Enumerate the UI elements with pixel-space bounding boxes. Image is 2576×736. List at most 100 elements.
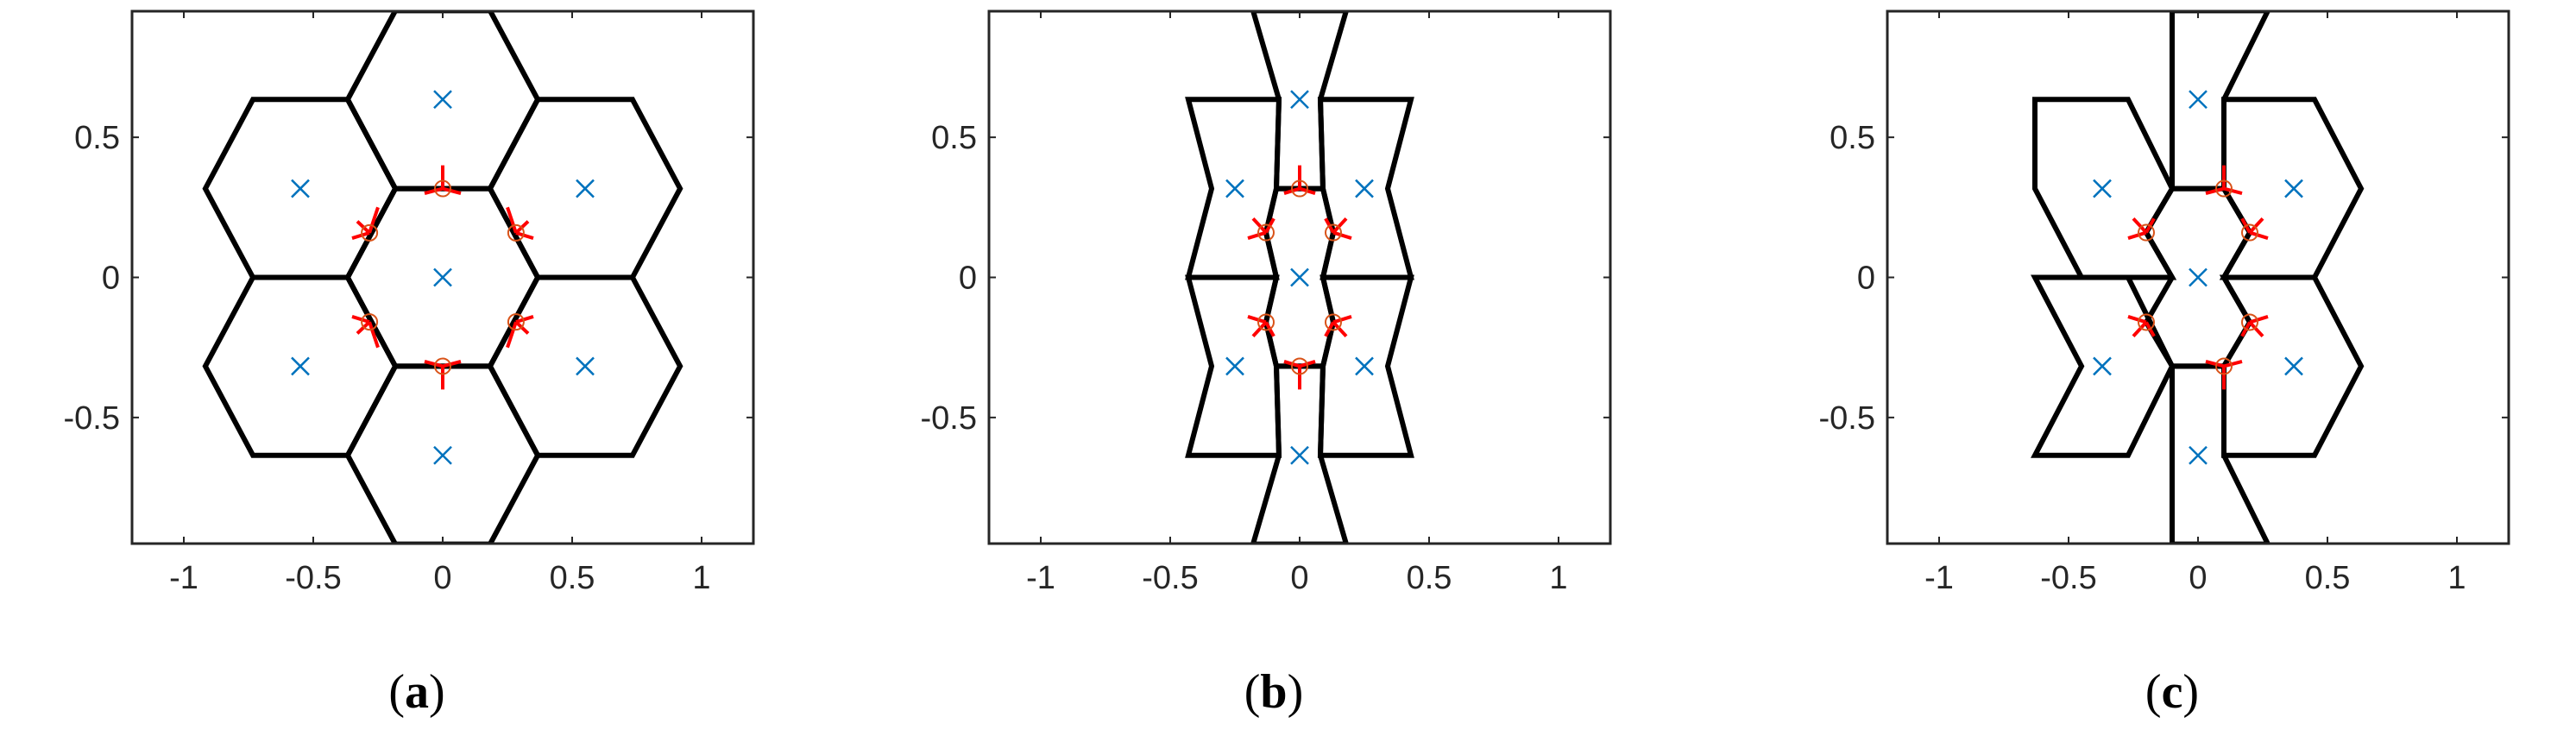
voronoi-cell xyxy=(2031,274,2176,458)
vertex-spoke xyxy=(2223,359,2243,368)
x-tick-label: 0.5 xyxy=(2305,560,2351,596)
vertex-spoke xyxy=(1247,230,1267,240)
x-tick-label: 1 xyxy=(692,560,710,596)
seed-marker xyxy=(2189,445,2208,465)
x-tick-label: 0 xyxy=(433,560,451,596)
caption-letter: b xyxy=(1260,665,1287,719)
seed-cross-stroke xyxy=(2093,356,2112,376)
seed-marker xyxy=(2189,267,2208,287)
seed-marker xyxy=(433,90,452,110)
seed-cross-stroke xyxy=(576,356,595,376)
seed-cross-stroke xyxy=(433,445,452,465)
vertex-marker xyxy=(2138,223,2155,242)
vertex-marker xyxy=(361,223,379,242)
vertex-spoke xyxy=(2205,186,2225,196)
caption-open-paren: ( xyxy=(2145,665,2162,719)
vertex-marker xyxy=(1291,179,1308,198)
vertex-marker xyxy=(1291,357,1308,375)
vertex-marker xyxy=(434,179,451,198)
x-tick-label: -0.5 xyxy=(2040,560,2096,596)
seed-marker xyxy=(1225,356,1244,376)
x-tick-label: 0 xyxy=(2189,560,2207,596)
caption-letter: a xyxy=(405,665,429,719)
seed-marker xyxy=(2093,179,2112,198)
x-tick-label: 0.5 xyxy=(550,560,595,596)
y-tick-label: -0.5 xyxy=(1819,400,1875,437)
vertex-marker xyxy=(2241,313,2258,331)
seed-marker xyxy=(2093,356,2112,376)
seed-cross-stroke xyxy=(1355,356,1374,376)
x-tick-label: 1 xyxy=(1549,560,1567,596)
vertex-spoke xyxy=(2223,186,2243,196)
seed-cross-stroke xyxy=(1290,267,1309,287)
voronoi-cell xyxy=(202,274,399,458)
seed-cross-stroke xyxy=(2284,179,2303,198)
panel-caption: (c) xyxy=(2145,665,2199,719)
vertex-spoke xyxy=(515,315,534,324)
vertex-spoke xyxy=(368,206,380,234)
vertex-spoke xyxy=(1332,217,1348,234)
vertex-spoke xyxy=(351,230,370,240)
caption-open-paren: ( xyxy=(388,665,405,719)
seed-marker xyxy=(291,179,310,198)
y-tick-label: 0.5 xyxy=(1830,120,1875,156)
x-tick-label: -0.5 xyxy=(285,560,341,596)
seed-cross-stroke xyxy=(2284,356,2303,376)
x-tick-label: 1 xyxy=(2447,560,2466,596)
seed-cross-stroke xyxy=(1225,179,1244,198)
vertex-spoke xyxy=(351,315,370,324)
x-tick-label: 0 xyxy=(1290,560,1308,596)
vertex-marker xyxy=(2215,357,2233,375)
caption-close-paren: ) xyxy=(1288,665,1304,719)
vertex-spoke xyxy=(506,206,518,234)
vertex-marker xyxy=(1257,313,1275,331)
vertex-marker xyxy=(1325,223,1342,242)
seed-marker xyxy=(1355,179,1374,198)
vertex-marker xyxy=(361,313,379,331)
caption-open-paren: ( xyxy=(1244,665,1261,719)
seed-cross-stroke xyxy=(1290,445,1309,465)
plot-area xyxy=(2031,11,2365,544)
y-tick-label: 0 xyxy=(102,261,120,297)
seed-cross-stroke xyxy=(1355,179,1374,198)
vertex-marker xyxy=(2215,179,2233,198)
seed-cross-stroke xyxy=(2189,445,2208,465)
seed-marker xyxy=(1290,267,1309,287)
seed-marker xyxy=(2284,356,2303,376)
seed-cross-stroke xyxy=(1290,90,1309,110)
caption-letter: c xyxy=(2162,665,2183,719)
vertex-spoke xyxy=(506,321,518,349)
y-tick-label: 0 xyxy=(959,261,977,297)
seed-cross-stroke xyxy=(291,356,310,376)
seed-cross-stroke xyxy=(1225,356,1244,376)
seed-marker xyxy=(2284,179,2303,198)
vertex-spoke xyxy=(2127,315,2147,324)
voronoi-cell xyxy=(1185,97,1282,280)
vertex-spoke xyxy=(1332,230,1352,240)
vertex-spoke xyxy=(1251,217,1268,234)
vertex-spoke xyxy=(1247,315,1267,324)
panel-caption: (a) xyxy=(388,665,444,719)
seed-cross-stroke xyxy=(576,179,595,198)
vertex-spoke xyxy=(2132,321,2148,338)
vertex-spoke xyxy=(1251,321,1268,338)
seed-marker xyxy=(291,356,310,376)
vertex-spoke xyxy=(2248,217,2264,234)
vertex-spoke xyxy=(442,186,462,196)
seed-cross-stroke xyxy=(2189,90,2208,110)
seed-marker xyxy=(433,267,452,287)
seed-cross-stroke xyxy=(433,267,452,287)
vertex-spoke xyxy=(2205,359,2225,368)
seed-cross-stroke xyxy=(2189,267,2208,287)
seed-marker xyxy=(1355,356,1374,376)
panel-a: -1 -0.5 0 0.5 1 0.5 0 -0.5 (a) xyxy=(64,9,755,719)
caption-close-paren: ) xyxy=(429,665,445,719)
vertex-spoke xyxy=(1332,315,1352,324)
panel-c: -1 -0.5 0 0.5 1 0.5 0 -0.5 (c) xyxy=(1819,9,2510,719)
vertex-marker xyxy=(434,357,451,375)
vertex-spoke xyxy=(2248,321,2264,338)
seed-marker xyxy=(1290,90,1309,110)
vertex-marker xyxy=(507,313,525,331)
x-tick-label: -0.5 xyxy=(1142,560,1198,596)
